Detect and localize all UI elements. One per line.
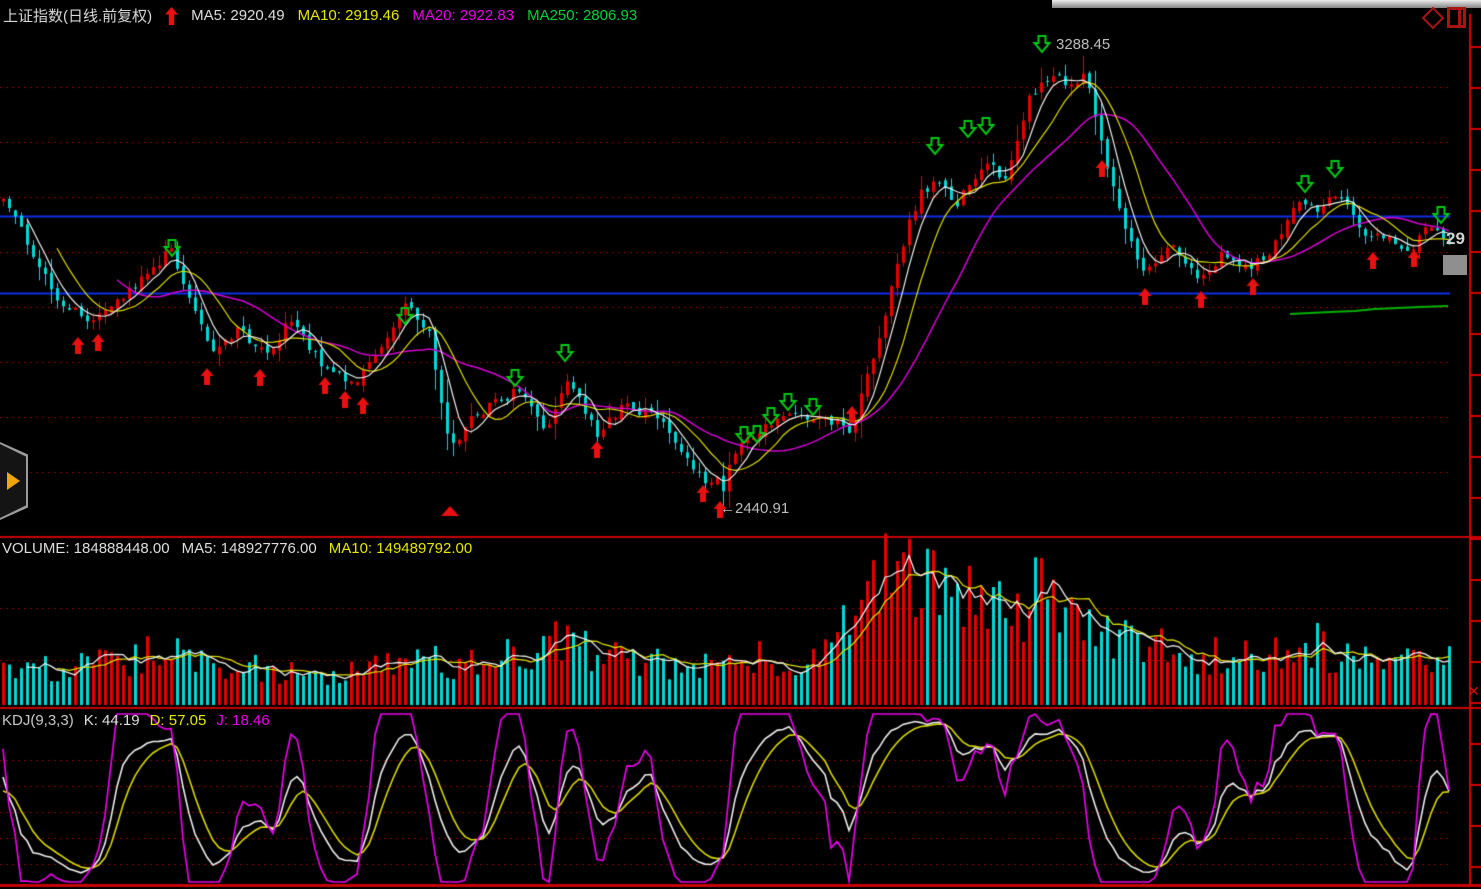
ma10-value: MA10: 2919.46 bbox=[297, 7, 400, 24]
kdj-params: KDJ(9,3,3) bbox=[2, 712, 74, 729]
volume-ma10-value: MA10: 149489792.00 bbox=[328, 540, 473, 557]
ma20-value: MA20: 2922.83 bbox=[412, 7, 515, 24]
ma250-value: MA250: 2806.93 bbox=[527, 7, 638, 24]
high-price-annotation: 3288.45 bbox=[1056, 36, 1111, 53]
panel-expand-handle[interactable] bbox=[0, 442, 28, 520]
window-titlebar-fragment bbox=[1052, 0, 1481, 8]
price-axis-label: 29 bbox=[1446, 229, 1465, 248]
volume-header: VOLUME: 184888448.00 MA5: 148927776.00 M… bbox=[2, 540, 472, 557]
kdj-j-value: J: 18.46 bbox=[216, 712, 270, 729]
kdj-d-value: D: 57.05 bbox=[149, 712, 207, 729]
low-price-annotation: ←2440.91 bbox=[720, 500, 790, 517]
main-chart-header: 上证指数(日线.前复权) MA5: 2920.49 MA10: 2919.46 … bbox=[3, 5, 637, 26]
symbol-title: 上证指数(日线.前复权) bbox=[3, 8, 153, 25]
price-axis-label-box bbox=[1443, 255, 1467, 275]
volume-ma5-value: MA5: 148927776.00 bbox=[181, 540, 317, 557]
close-pane-icon[interactable]: ✕ bbox=[1468, 683, 1480, 699]
window-layout-icon-divider bbox=[1458, 10, 1461, 25]
volume-value: VOLUME: 184888448.00 bbox=[2, 540, 170, 557]
expand-arrow-icon bbox=[7, 472, 20, 490]
window-layout-icon[interactable] bbox=[1447, 7, 1466, 28]
kdj-k-value: K: 44.19 bbox=[83, 712, 140, 729]
panel-expand-handle-body bbox=[0, 444, 26, 518]
up-arrow-icon bbox=[165, 6, 179, 25]
kdj-header: KDJ(9,3,3) K: 44.19 D: 57.05 J: 18.46 bbox=[2, 712, 270, 729]
ma5-value: MA5: 2920.49 bbox=[191, 7, 285, 24]
